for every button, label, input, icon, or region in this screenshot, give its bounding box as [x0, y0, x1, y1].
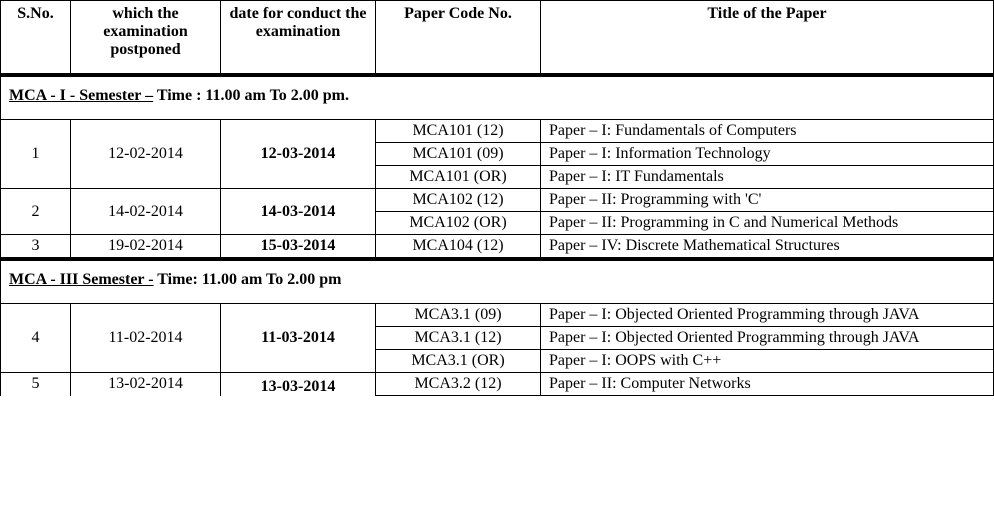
- cell-new-date: 12-03-2014: [221, 120, 376, 189]
- cell-code: MCA3.1 (12): [376, 327, 541, 350]
- table-row: 5 13-02-2014 13-03-2014 MCA3.2 (12) Pape…: [1, 373, 994, 396]
- section-label: MCA - III Semester -: [9, 271, 154, 288]
- section-time: Time : 11.00 am To 2.00 pm.: [153, 87, 349, 104]
- section-label: MCA - I - Semester –: [9, 87, 153, 104]
- cell-title: Paper – I: Objected Oriented Programming…: [541, 327, 994, 350]
- cell-title: Paper – I: Fundamentals of Computers: [541, 120, 994, 143]
- cell-title: Paper – II: Computer Networks: [541, 373, 994, 396]
- header-old-date: which the examination postponed: [71, 1, 221, 75]
- header-sno: S.No.: [1, 1, 71, 75]
- cell-code: MCA101 (12): [376, 120, 541, 143]
- cell-title: Paper – IV: Discrete Mathematical Struct…: [541, 235, 994, 259]
- section-header-mca-iii: MCA - III Semester - Time: 11.00 am To 2…: [1, 261, 994, 304]
- section-header-mca-i: MCA - I - Semester – Time : 11.00 am To …: [1, 77, 994, 120]
- section-time: Time: 11.00 am To 2.00 pm: [154, 271, 342, 288]
- cell-code: MCA104 (12): [376, 235, 541, 259]
- cell-code: MCA102 (12): [376, 189, 541, 212]
- table-row: 3 19-02-2014 15-03-2014 MCA104 (12) Pape…: [1, 235, 994, 259]
- cell-title: Paper – I: Objected Oriented Programming…: [541, 304, 994, 327]
- exam-schedule-table: S.No. which the examination postponed da…: [0, 0, 994, 396]
- cell-code: MCA101 (09): [376, 143, 541, 166]
- cell-code: MCA3.1 (09): [376, 304, 541, 327]
- cell-sno: 4: [1, 304, 71, 373]
- cell-sno: 3: [1, 235, 71, 259]
- cell-sno: 5: [1, 373, 71, 396]
- header-paper-code: Paper Code No.: [376, 1, 541, 75]
- cell-title: Paper – I: Information Technology: [541, 143, 994, 166]
- cell-old-date: 14-02-2014: [71, 189, 221, 235]
- cell-code: MCA3.2 (12): [376, 373, 541, 396]
- header-new-date: date for conduct the examination: [221, 1, 376, 75]
- cell-title: Paper – II: Programming with 'C': [541, 189, 994, 212]
- table-row: 1 12-02-2014 12-03-2014 MCA101 (12) Pape…: [1, 120, 994, 143]
- cell-old-date: 11-02-2014: [71, 304, 221, 373]
- cell-code: MCA3.1 (OR): [376, 350, 541, 373]
- cell-old-date: 19-02-2014: [71, 235, 221, 259]
- cell-code: MCA101 (OR): [376, 166, 541, 189]
- cell-title: Paper – II: Programming in C and Numeric…: [541, 212, 994, 235]
- table-header-row: S.No. which the examination postponed da…: [1, 1, 994, 75]
- cell-title: Paper – I: IT Fundamentals: [541, 166, 994, 189]
- header-title: Title of the Paper: [541, 1, 994, 75]
- cell-old-date: 12-02-2014: [71, 120, 221, 189]
- cell-new-date: 11-03-2014: [221, 304, 376, 373]
- cell-new-date: 14-03-2014: [221, 189, 376, 235]
- cell-old-date: 13-02-2014: [71, 373, 221, 396]
- cell-new-date: 15-03-2014: [221, 235, 376, 259]
- cell-sno: 1: [1, 120, 71, 189]
- cell-new-date: 13-03-2014: [221, 373, 376, 396]
- cell-sno: 2: [1, 189, 71, 235]
- table-row: 4 11-02-2014 11-03-2014 MCA3.1 (09) Pape…: [1, 304, 994, 327]
- table-row: 2 14-02-2014 14-03-2014 MCA102 (12) Pape…: [1, 189, 994, 212]
- cell-title: Paper – I: OOPS with C++: [541, 350, 994, 373]
- cell-code: MCA102 (OR): [376, 212, 541, 235]
